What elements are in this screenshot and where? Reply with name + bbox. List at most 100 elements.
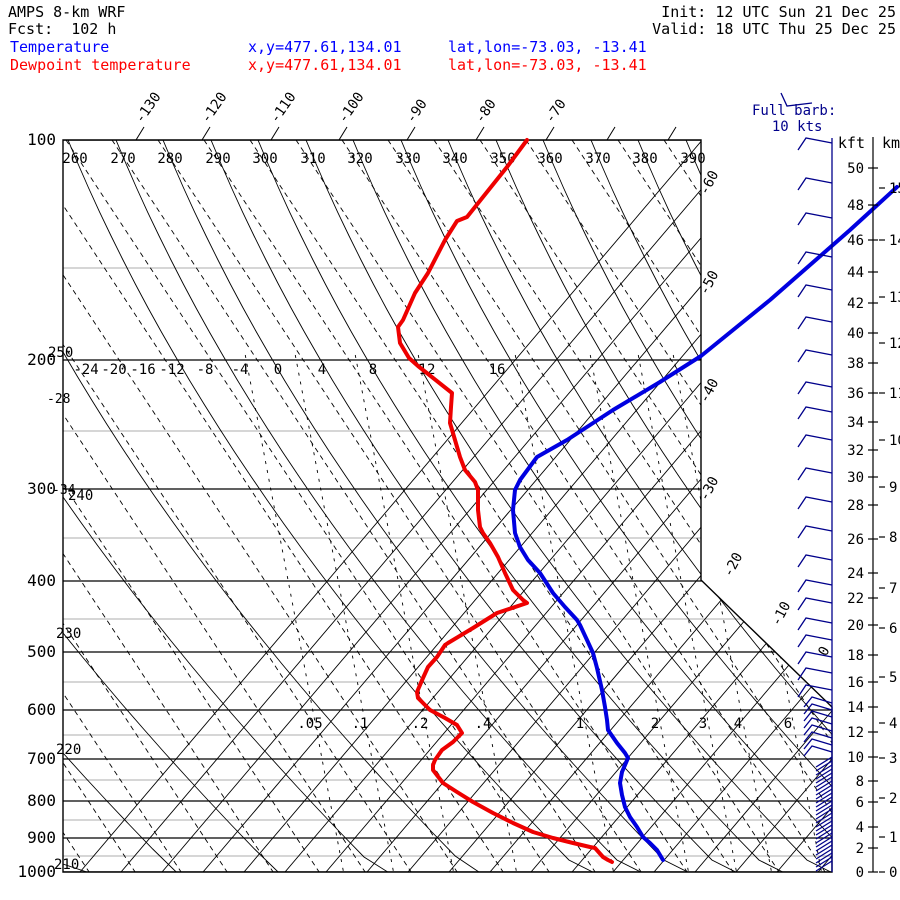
- km-axis-header: km: [882, 134, 900, 152]
- wind-barb-dense: [815, 840, 833, 852]
- theta-labels: 260 270 280 290 300 310 320 330 340 350 360 370 380 3…: [48, 151, 706, 873]
- moist-adiabat-line: [157, 140, 642, 872]
- wind-barb: [797, 634, 833, 648]
- moist-adiabat-line: [571, 140, 832, 872]
- mixing-ratio-line: [244, 354, 344, 872]
- kft-label: 48: [847, 198, 864, 214]
- wind-barb: [797, 667, 833, 681]
- wind-barb-dense: [815, 820, 833, 832]
- top-isotherm-labels: -130 -120 -110 -100 -90 -80 -70: [132, 89, 677, 141]
- wind-barb: [797, 251, 833, 265]
- theta-label: 340: [442, 151, 467, 167]
- wind-barb-dense: [815, 852, 833, 864]
- wind-barb-dense: [815, 836, 833, 848]
- theta-label: 390: [680, 151, 705, 167]
- km-label: 13.: [889, 290, 900, 306]
- isotherm-line: [161, 140, 785, 872]
- temp-label: 0: [274, 362, 282, 378]
- mixing-ratio-label: .4: [475, 716, 492, 732]
- wind-barb-dense: [815, 784, 833, 796]
- moist-adiabat-line: [617, 140, 832, 872]
- cursor-xy-dewpoint: x,y=477.61,134.01: [248, 56, 402, 74]
- pressure-label: 700: [27, 749, 56, 768]
- pressure-axis-labels: 100 200 300 400 500 600 700 800 900 1000: [17, 130, 56, 881]
- isotherm-label: -100: [335, 89, 367, 126]
- wind-barb: [797, 684, 833, 698]
- dry-adiabat-line: [115, 140, 641, 872]
- moist-adiabat-line: [63, 140, 274, 872]
- km-label: 9.: [889, 480, 900, 496]
- wind-barb: [797, 651, 833, 665]
- theta-label: 300: [252, 151, 277, 167]
- dry-adiabat-line: [447, 140, 832, 872]
- wind-barb-dense: [815, 824, 833, 836]
- wind-barb: [797, 467, 833, 481]
- wind-barb: [797, 496, 833, 510]
- dry-adiabat-line: [400, 140, 832, 872]
- km-label: 2.: [889, 791, 900, 807]
- isotherm-label: -130: [132, 89, 164, 126]
- kft-label: 30: [847, 470, 864, 486]
- isotherm-line: [79, 140, 703, 872]
- wind-barb: [803, 738, 833, 750]
- wind-barb: [797, 137, 833, 151]
- isotherm-label: -120: [198, 89, 230, 126]
- mixing-ratio-line: [514, 354, 614, 872]
- moist-adiabat-line: [203, 140, 688, 872]
- km-label: 10.: [889, 433, 900, 449]
- wind-barb: [803, 745, 833, 757]
- wind-barb: [797, 212, 833, 226]
- dry-adiabat-line: [637, 140, 832, 872]
- isotherm-line: [694, 140, 832, 872]
- kft-label: 44: [847, 265, 864, 281]
- temp-label: -8: [197, 362, 214, 378]
- km-label: 12.: [889, 336, 900, 352]
- moist-adiabat-line: [249, 140, 734, 872]
- km-label: 11.: [889, 386, 900, 402]
- kft-label: 10: [847, 750, 864, 766]
- theta-label: 260: [62, 151, 87, 167]
- isotherm-label: -70: [542, 96, 570, 126]
- theta-label: 250: [48, 345, 73, 361]
- dry-adiabat-line: [63, 351, 480, 872]
- dry-adiabat-line: [63, 752, 177, 872]
- kft-label: 12: [847, 725, 864, 741]
- mixing-ratio-label: 6: [784, 716, 792, 732]
- isotherm-line: [735, 140, 832, 872]
- pressure-label: 900: [27, 828, 56, 847]
- mixing-ratio-label: 1: [576, 716, 584, 732]
- legend-dewpoint-label: Dewpoint temperature: [10, 56, 191, 74]
- theta-label: 220: [56, 742, 81, 758]
- mixing-ratio-label: .2: [412, 716, 429, 732]
- kft-label: 24: [847, 566, 864, 582]
- km-label: 14.: [889, 233, 900, 249]
- wind-barb-dense: [815, 776, 833, 788]
- barb-legend: Full barb: 10 kts: [752, 103, 837, 135]
- dewpoint-curve: [396, 138, 614, 864]
- wind-barb-dense: [815, 844, 833, 856]
- isotherm-tick: [545, 126, 555, 141]
- level200-temp-labels: -24 -20 -16 -12 -8 -4 0 4 8 12 16: [73, 362, 505, 378]
- mixing-ratio-label: 2: [651, 716, 659, 732]
- wind-barb: [797, 406, 833, 420]
- kft-label: 20: [847, 618, 864, 634]
- isotherm-label: -20: [720, 550, 746, 580]
- mixing-ratio-label: 3: [699, 716, 707, 732]
- wind-barb-dense: [815, 768, 833, 780]
- isotherm-tick: [406, 126, 416, 141]
- wind-barb-dense: [815, 832, 833, 844]
- mixing-ratio-label: .05: [297, 716, 322, 732]
- temperature-curve: [511, 185, 899, 862]
- wind-barb-dense: [815, 828, 833, 840]
- temp-label: -12: [159, 362, 184, 378]
- mixing-ratio-line: [417, 354, 517, 872]
- km-label: 1.: [889, 830, 900, 846]
- wind-barb: [797, 381, 833, 395]
- kft-label: 42: [847, 296, 864, 312]
- wind-barb: [797, 579, 833, 593]
- isotherm-tick: [475, 126, 485, 141]
- wind-barb-dense: [815, 760, 833, 772]
- theta-label: 290: [205, 151, 230, 167]
- wind-barb-dense: [815, 788, 833, 800]
- km-label: 8.: [889, 530, 900, 546]
